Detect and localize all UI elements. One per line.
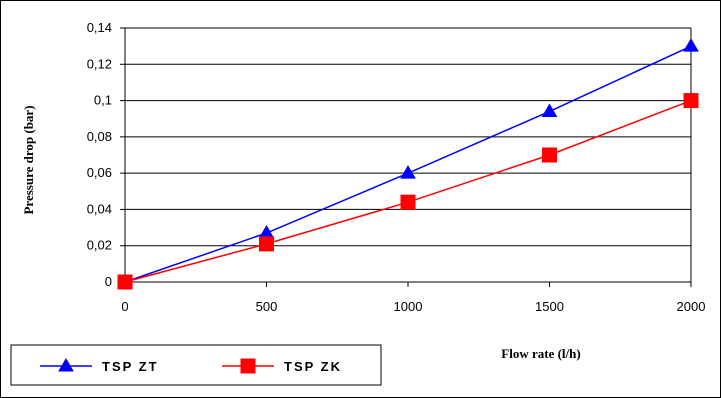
data-point [683, 38, 699, 52]
x-tick-label: 1000 [394, 299, 423, 314]
legend-label: TSP ZT [102, 359, 159, 374]
legend-marker [58, 358, 74, 372]
series-layer [117, 38, 699, 290]
data-point [259, 236, 274, 252]
x-tick-label: 2000 [677, 299, 706, 314]
data-point [400, 165, 416, 179]
plot-area [125, 28, 691, 282]
y-tick-label: 0,14 [87, 20, 112, 35]
y-tick-label: 0,1 [94, 93, 112, 108]
legend-box [10, 344, 382, 386]
x-axis-title: Flow rate (l/h) [501, 346, 580, 361]
y-tick-label: 0 [105, 274, 112, 289]
data-point [117, 274, 133, 290]
x-tick-label: 0 [121, 299, 128, 314]
y-tick-label: 0,12 [87, 56, 112, 71]
legend-item: TSP ZK [222, 358, 342, 374]
legend-label: TSP ZK [284, 359, 342, 374]
x-tick-label: 1500 [535, 299, 564, 314]
axes [124, 28, 692, 287]
y-tick-label: 0,02 [87, 238, 112, 253]
legend-marker [240, 358, 256, 374]
y-tick-label: 0,06 [87, 165, 112, 180]
y-tick-label: 0,04 [87, 201, 112, 216]
legend: TSP ZT TSP ZK [10, 344, 382, 386]
data-point [542, 147, 557, 163]
y-tick-label: 0,08 [87, 129, 112, 144]
y-axis-title: Pressure drop (bar) [21, 105, 36, 214]
data-point [541, 103, 558, 117]
x-tick-labels: 0 500 1000 1500 2000 [121, 299, 705, 314]
x-tick-label: 500 [256, 299, 278, 314]
data-point [683, 93, 699, 109]
series-2 [117, 93, 699, 290]
y-tick-labels: 0 0,02 0,04 0,06 0,08 0,1 0,12 0,14 [87, 20, 112, 289]
data-point [400, 194, 416, 210]
legend-item: TSP ZT [40, 358, 159, 374]
